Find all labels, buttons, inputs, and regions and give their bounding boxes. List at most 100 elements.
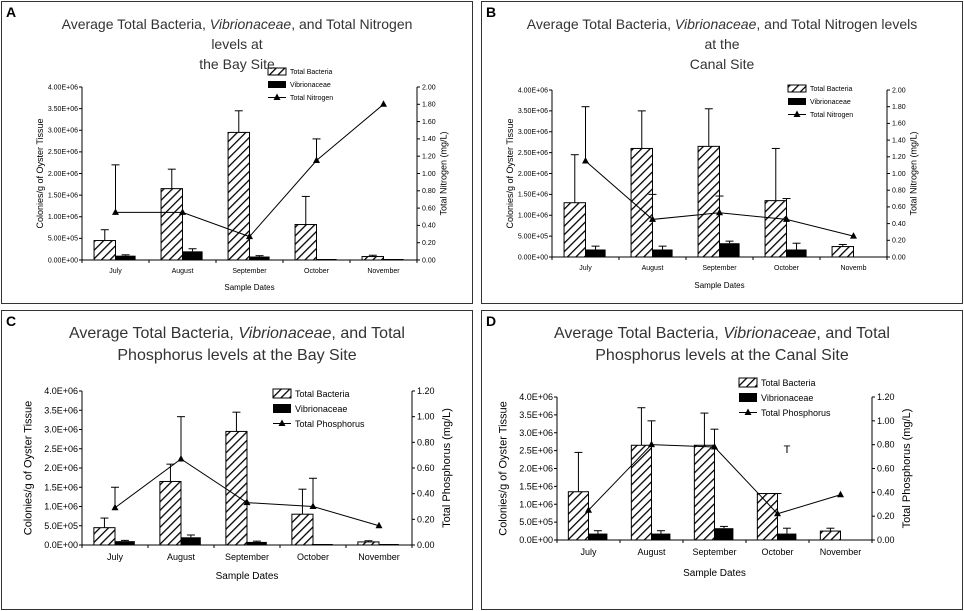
y2-tick-label: 1.80: [892, 104, 906, 111]
y2-tick-label: 0.80: [877, 440, 895, 450]
y2-tick-label: 0.80: [892, 188, 906, 195]
panel-label: D: [486, 313, 497, 329]
bar-vibrionaceae: [383, 259, 404, 260]
y-axis-label: Colonies/g of Oyster Tissue: [505, 118, 515, 228]
y-tick-label: 5.0E+05: [519, 517, 553, 527]
x-axis-label: Sample Dates: [683, 568, 746, 579]
y-tick-label: 1.00E+06: [518, 213, 548, 220]
legend-label: Vibrionaceae: [810, 99, 851, 106]
bar-vibrionaceae: [249, 256, 270, 260]
bar-vibrionaceae: [115, 255, 136, 260]
y-tick-label: 1.50E+06: [518, 192, 548, 199]
y2-tick-label: 1.00: [422, 171, 436, 178]
x-tick-label: August: [167, 552, 196, 562]
y-tick-label: 4.00E+06: [48, 84, 78, 91]
legend-label: Total Phosphorus: [761, 408, 831, 418]
y2-tick-label: 0.60: [417, 463, 435, 473]
legend: Total Bacteria Vibrionaceae Total Phosphor…: [272, 388, 365, 429]
line-marker: [111, 503, 119, 511]
x-tick-label: August: [642, 265, 664, 272]
chart-d: 0.0E+00 5.0E+05 1.0E+06 1.5E+06 2.0E+06 2.5E+…: [498, 377, 913, 579]
legend-label: Total Bacteria: [761, 378, 816, 388]
y2-tick-label: 0.00: [877, 535, 895, 545]
bar-vibrionaceae: [652, 249, 673, 257]
bar-vibrionaceae: [588, 533, 608, 540]
chart-b: 0.00E+00 5.00E+05 1.00E+06 1.50E+06 2.00E+06…: [505, 84, 918, 290]
line-marker: [112, 208, 119, 215]
y2-tick-label: 1.20: [422, 154, 436, 161]
x-tick-label: November: [367, 268, 400, 275]
legend-marker: [744, 408, 752, 415]
chart-title: Average Total Bacteria, Vibrionaceae, an…: [69, 325, 405, 364]
x-tick-label: August: [637, 547, 666, 557]
bar-total-bacteria: [630, 444, 652, 541]
y2-tick-label: 1.40: [892, 137, 906, 144]
line-marker: [179, 208, 186, 215]
y-tick-label: 1.0E+06: [519, 499, 553, 509]
legend-swatch: [738, 377, 758, 388]
y-tick-label: 4.00E+06: [518, 87, 548, 94]
x-tick-label: September: [702, 265, 737, 272]
x-tick-label: August: [172, 268, 194, 275]
legend: Total Bacteria Vibrionaceae Total Phosphor…: [738, 377, 831, 418]
y-axis-label: Colonies/g of Oyster Tissue: [35, 118, 45, 228]
legend-swatch: [739, 393, 757, 402]
y-tick-label: 3.50E+06: [518, 108, 548, 115]
y2-tick-label: 2.00: [892, 87, 906, 94]
line-marker: [837, 490, 844, 498]
legend-swatch: [788, 98, 806, 105]
y2-axis-label: Total Phosphorus (mg/L): [901, 409, 913, 529]
y-tick-label: 2.0E+06: [519, 464, 553, 474]
chart-title: Average Total Bacteria, Vibrionaceae, an…: [554, 325, 890, 364]
x-tick-label: July: [580, 547, 597, 557]
bar-vibrionaceae: [313, 544, 333, 545]
y-tick-label: 4.0E+06: [519, 392, 553, 402]
y2-tick-label: 0.40: [417, 489, 435, 499]
bar-total-bacteria: [291, 513, 314, 546]
y-tick-label: 1.5E+06: [519, 481, 553, 491]
y2-tick-label: 0.20: [422, 240, 436, 247]
y2-tick-label: 0.00: [892, 254, 906, 261]
y2-tick-label: 1.80: [422, 102, 436, 109]
legend-label: Vibrionaceae: [295, 404, 347, 414]
annotation: T: [784, 444, 791, 456]
x-tick-label: July: [579, 265, 592, 272]
legend-swatch: [273, 404, 291, 413]
bar-vibrionaceae: [714, 528, 734, 540]
y-tick-label: 0.0E+00: [519, 535, 553, 545]
line-marker: [585, 506, 592, 513]
y2-tick-label: 0.20: [877, 511, 895, 521]
panel-a: 0.00E+00 5.00E+05 1.00E+06 1.50E+06 2.00E+06…: [1, 1, 473, 304]
legend: Total Bacteria Vibrionaceae Total Nitrogen: [267, 67, 333, 102]
legend-label: Vibrionaceae: [761, 393, 813, 403]
bar-total-bacteria: [819, 530, 841, 541]
line-marker: [582, 156, 589, 164]
line-marker: [177, 455, 185, 462]
y2-tick-label: 0.60: [422, 205, 436, 212]
y2-axis-label: Total Nitrogen (mg/L): [908, 131, 918, 215]
y-tick-label: 3.0E+06: [44, 425, 78, 435]
legend-label: Total Nitrogen: [810, 112, 853, 119]
y-tick-label: 3.50E+06: [48, 106, 78, 113]
chart-c: 0.0E+00 5.0E+05 1.0E+06 1.5E+06 2.0E+06 2.5E+…: [23, 386, 453, 582]
legend-marker: [273, 93, 281, 100]
line-marker: [774, 509, 781, 517]
y-tick-label: 2.50E+06: [518, 150, 548, 157]
y2-tick-label: 0.40: [877, 487, 895, 497]
y2-tick-label: 1.40: [422, 136, 436, 143]
bar-vibrionaceae: [651, 533, 671, 540]
y-tick-label: 2.5E+06: [519, 446, 553, 456]
panel-label: A: [6, 4, 17, 20]
y-tick-label: 5.00E+05: [518, 233, 548, 240]
x-tick-label: July: [109, 268, 122, 275]
legend-marker: [793, 110, 801, 117]
y2-tick-label: 0.20: [417, 514, 435, 524]
y-tick-label: 0.00E+00: [48, 257, 78, 264]
legend-marker: [278, 419, 286, 426]
legend-label: Total Nitrogen: [290, 95, 333, 102]
line-marker: [649, 215, 656, 222]
legend-swatch: [268, 81, 286, 88]
chart-a: 0.00E+00 5.00E+05 1.00E+06 1.50E+06 2.00E+06…: [35, 67, 448, 292]
y2-tick-label: 0.40: [892, 221, 906, 228]
x-tick-label: November: [820, 547, 862, 557]
